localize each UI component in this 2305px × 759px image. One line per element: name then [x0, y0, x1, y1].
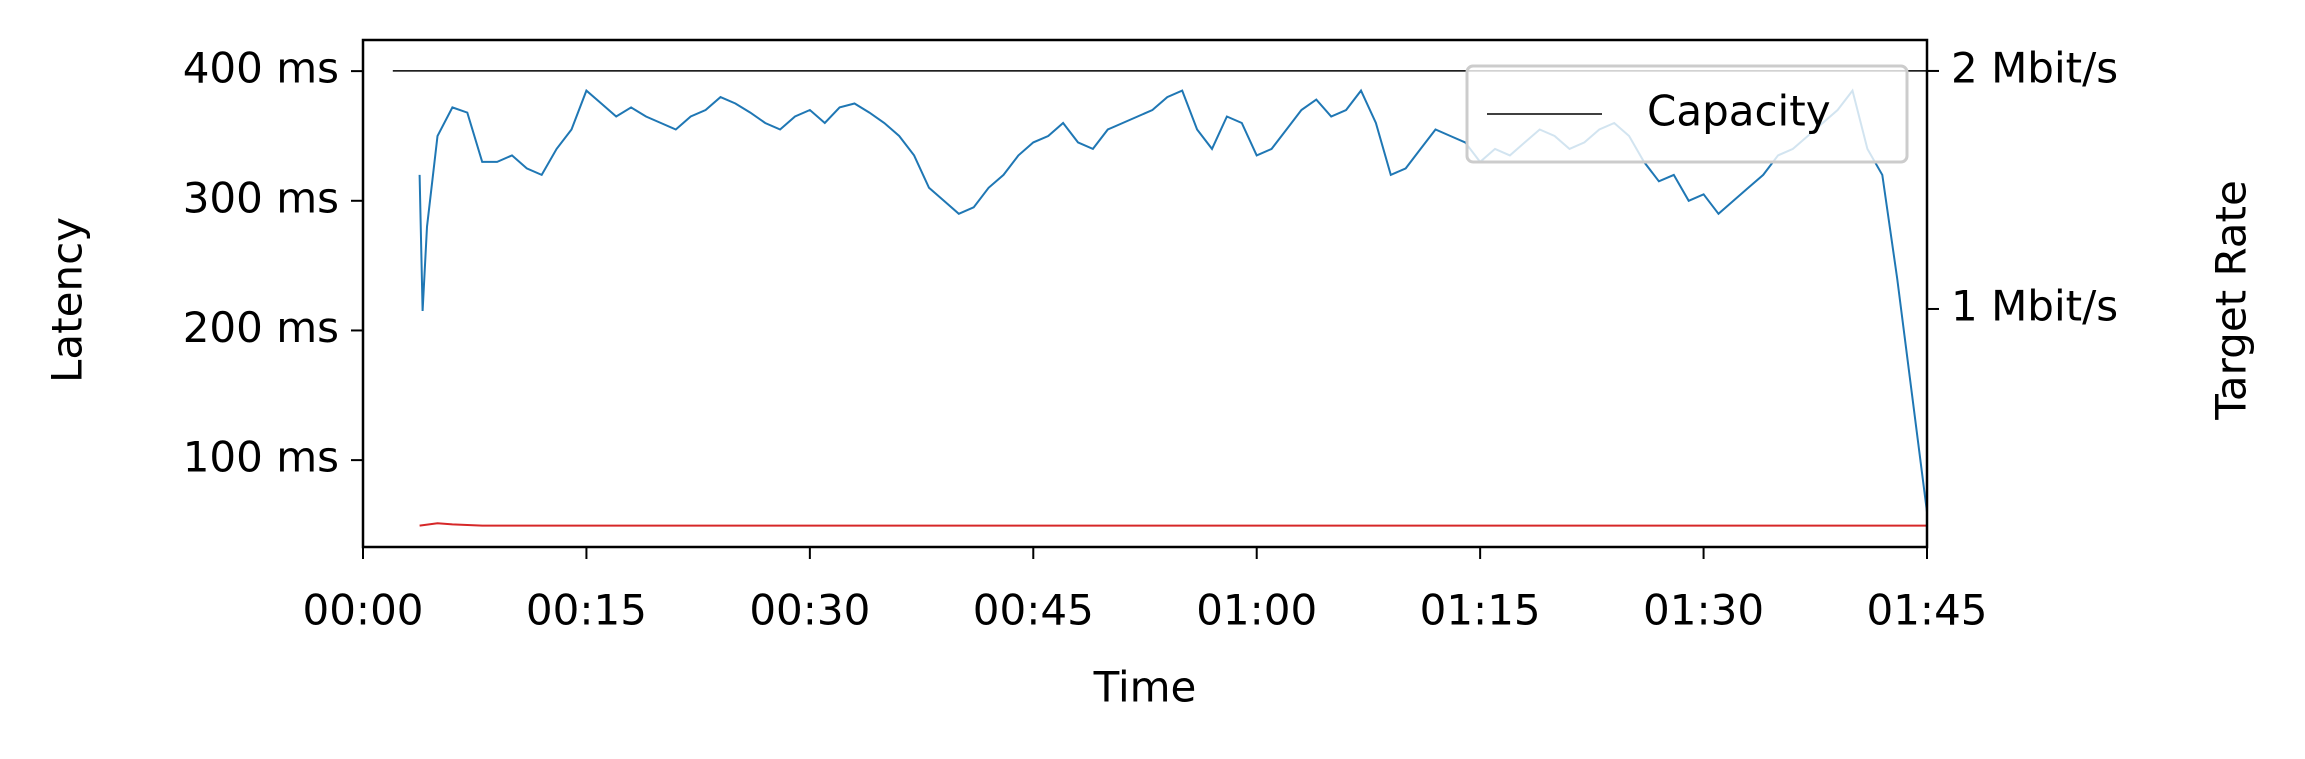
- y-tick-label: 400 ms: [183, 44, 339, 93]
- y-tick-label: 300 ms: [183, 173, 339, 222]
- x-tick-label: 01:45: [1866, 586, 1987, 635]
- x-tick-label: 01:00: [1196, 586, 1317, 635]
- y-tick-label: 200 ms: [183, 303, 339, 352]
- x-axis-label: Time: [1093, 663, 1197, 712]
- y2-tick-label: 1 Mbit/s: [1951, 281, 2118, 330]
- legend-label: Capacity: [1647, 87, 1831, 136]
- x-tick-label: 00:45: [973, 586, 1094, 635]
- series-line: [419, 522, 1927, 527]
- x-tick-label: 00:30: [749, 586, 870, 635]
- x-tick-label: 00:15: [526, 586, 647, 635]
- x-tick-label: 00:00: [302, 586, 423, 635]
- series-line: [418, 88, 1928, 513]
- legend-box: [1465, 64, 1909, 164]
- y2-tick-label: 2 Mbit/s: [1951, 43, 2118, 92]
- y-axis-label: Latency: [43, 217, 92, 383]
- x-tick-label: 01:15: [1420, 586, 1541, 635]
- x-tick-label: 01:30: [1643, 586, 1764, 635]
- y2-axis-label: Target Rate: [2207, 180, 2256, 421]
- y-tick-label: 100 ms: [183, 433, 339, 482]
- plot-frame: [361, 38, 1929, 549]
